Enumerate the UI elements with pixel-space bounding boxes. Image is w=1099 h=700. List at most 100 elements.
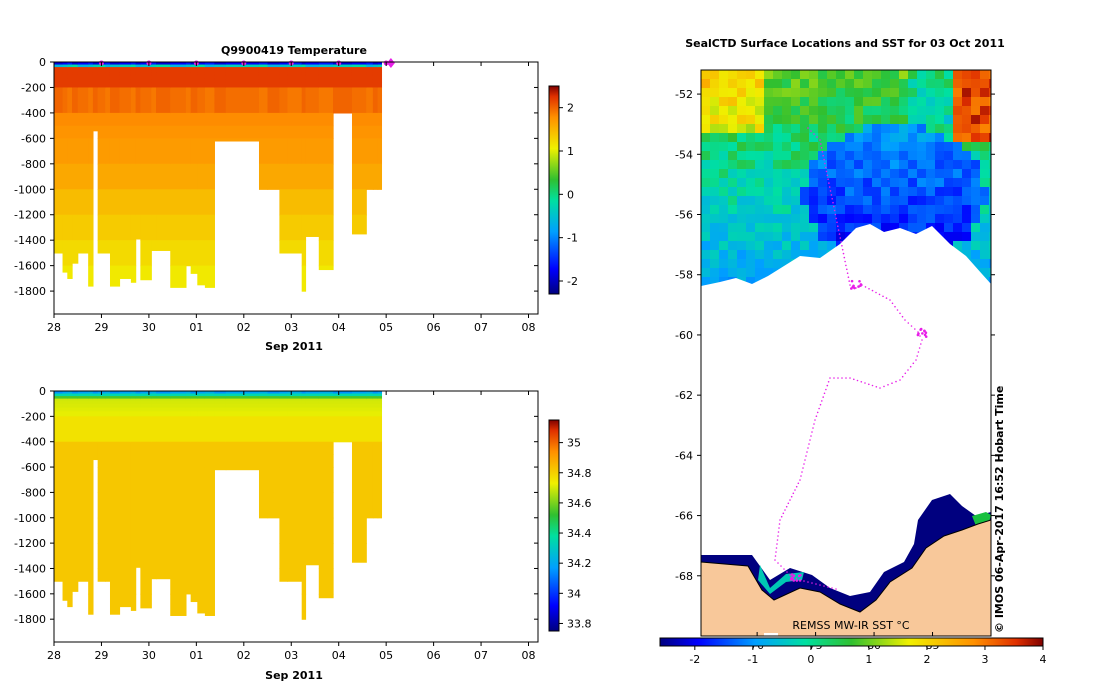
salinity-cell	[119, 416, 132, 425]
track-point	[826, 384, 829, 387]
salinity-cell	[54, 407, 64, 412]
sst-cell	[872, 79, 882, 89]
sst-cell	[809, 133, 819, 143]
salinity-cell	[92, 441, 99, 455]
temperature-cell	[214, 67, 227, 71]
sst-cell	[755, 88, 765, 98]
temperature-cell	[267, 95, 280, 104]
temperature-cell	[351, 102, 367, 114]
track-point	[919, 335, 921, 337]
temperature-cell	[77, 87, 89, 96]
salinity-cell	[267, 492, 280, 519]
sst-cell	[773, 223, 783, 233]
sst-cell	[809, 214, 819, 224]
salinity-cell	[119, 492, 132, 519]
sst-cell	[710, 250, 720, 260]
sst-cell	[701, 97, 711, 107]
sst-cell	[953, 124, 963, 134]
sst-cell	[980, 124, 990, 134]
salinity-cell	[366, 396, 374, 400]
temperature-cell	[109, 62, 121, 66]
temperature-cell	[351, 82, 367, 89]
salinity-cell	[287, 391, 303, 395]
salinity-cell	[54, 492, 64, 519]
sst-cell	[773, 214, 783, 224]
salinity-cell	[77, 543, 89, 570]
sst-cell	[989, 187, 991, 197]
temperature-cell	[130, 78, 137, 83]
sst-cell	[935, 97, 945, 107]
temperature-cell	[279, 240, 289, 254]
salinity-cell	[135, 441, 141, 455]
sst-cell	[980, 151, 990, 161]
temperature-cell	[72, 189, 79, 216]
salinity-cell	[258, 411, 269, 417]
temperature-cell	[151, 102, 157, 114]
temperature-cell	[333, 64, 353, 68]
sst-cell	[980, 169, 990, 179]
salinity-cell	[366, 403, 374, 409]
salinity-cell	[377, 398, 383, 402]
salinity-cell	[77, 398, 89, 402]
salinity-cell	[258, 416, 269, 425]
salinity-cell	[54, 391, 64, 395]
sst-cell	[746, 214, 756, 224]
temperature-cell	[151, 87, 157, 96]
track-point	[797, 482, 800, 485]
temperature-cell	[170, 125, 187, 139]
sst-cell	[737, 232, 747, 242]
temperature-cell	[156, 69, 171, 73]
salinity-cell	[170, 568, 187, 595]
temperature-cell	[105, 240, 111, 254]
sst-cell	[710, 277, 720, 287]
temperature-cell	[372, 125, 379, 139]
salinity-cell	[185, 416, 192, 425]
salinity-cell	[214, 416, 227, 425]
sst-cell	[962, 241, 972, 251]
sst-cell	[737, 160, 747, 170]
sst-cell	[962, 187, 972, 197]
salinity-cell	[77, 416, 89, 425]
temperature-cell	[287, 214, 303, 241]
sst-cell	[764, 178, 774, 188]
temperature-cell	[267, 74, 280, 80]
salinity-cell	[67, 398, 73, 402]
salinity-cell	[185, 543, 192, 570]
temperature-cell	[105, 214, 111, 241]
temperature-cell	[372, 69, 379, 73]
salinity-cell	[366, 411, 374, 417]
temperature-colorbar-tick-label: 1	[567, 145, 574, 158]
track-point	[802, 467, 804, 469]
salinity-cell	[267, 431, 280, 443]
salinity-cell	[204, 403, 215, 409]
temperature-cell	[318, 95, 334, 104]
sst-cell	[773, 196, 783, 206]
salinity-cell	[88, 398, 94, 402]
sst-cell	[962, 79, 972, 89]
track-point	[844, 260, 846, 263]
temperature-cell	[185, 189, 192, 216]
temperature-cell	[366, 64, 374, 68]
sst-cell	[908, 115, 918, 125]
temperature-cell	[301, 112, 307, 127]
temperature-cell	[62, 64, 68, 68]
sst-cell	[881, 196, 891, 206]
track-point	[917, 351, 920, 353]
salinity-cell	[67, 411, 73, 417]
sst-cell	[917, 88, 927, 98]
temperature-cell	[377, 72, 383, 76]
temperature-cell	[77, 67, 89, 71]
salinity-cell	[185, 467, 192, 494]
track-point	[845, 264, 847, 267]
temperature-cell	[190, 265, 198, 274]
sst-cell	[971, 232, 981, 242]
sst-cell	[863, 169, 873, 179]
temperature-y-tick-label: -1400	[14, 234, 46, 247]
track-point	[823, 158, 825, 161]
temperature-cell	[279, 62, 289, 66]
sst-cell	[755, 250, 765, 260]
salinity-cell	[301, 411, 307, 417]
salinity-cell	[305, 467, 320, 494]
salinity-cell	[377, 396, 383, 400]
temperature-cell	[151, 240, 157, 251]
